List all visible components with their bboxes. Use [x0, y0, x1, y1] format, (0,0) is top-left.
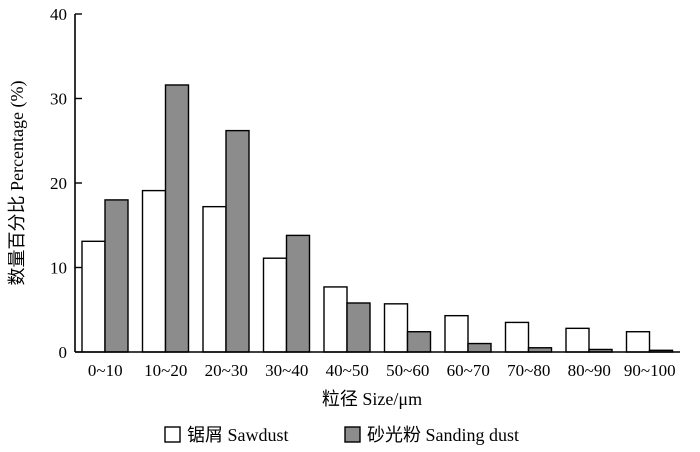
bar-group [81, 84, 674, 353]
y-tick-label: 0 [59, 343, 68, 362]
y-tick-label: 10 [50, 259, 67, 278]
legend: 锯屑 Sawdust 砂光粉 Sanding dust [164, 425, 519, 445]
y-tick-label: 20 [50, 174, 67, 193]
bar-sawdust-0 [81, 240, 106, 353]
legend-label-sanding-dust: 砂光粉 Sanding dust [367, 425, 519, 445]
x-tick-label: 70~80 [507, 361, 550, 380]
x-tick-label: 20~30 [205, 361, 248, 380]
y-tick-label: 30 [50, 90, 67, 109]
x-tick-label: 60~70 [447, 361, 490, 380]
bar-sanding-dust-3 [285, 234, 311, 353]
x-tick-label: 80~90 [568, 361, 611, 380]
legend-swatch-sanding-dust [344, 426, 361, 443]
bar-sanding-dust-1 [164, 84, 190, 353]
bar-sawdust-7 [504, 321, 530, 353]
bar-sawdust-9 [625, 331, 651, 353]
bar-sanding-dust-5 [406, 331, 432, 353]
x-tick-label: 90~100 [624, 361, 676, 380]
bar-sawdust-4 [323, 286, 348, 353]
bar-sanding-dust-6 [467, 342, 492, 353]
x-tick-label: 30~40 [265, 361, 308, 380]
bar-sanding-dust-0 [104, 199, 129, 353]
x-axis-title: 粒径 Size/μm [322, 389, 422, 409]
legend-swatch-sawdust [164, 426, 181, 443]
bar-sanding-dust-2 [225, 129, 250, 353]
y-tick-label: 40 [50, 5, 67, 24]
x-tick-label: 50~60 [386, 361, 429, 380]
x-tick-label: 40~50 [326, 361, 369, 380]
bar-sawdust-5 [383, 303, 409, 353]
x-tick-label: 10~20 [144, 361, 187, 380]
bar-sawdust-8 [565, 327, 590, 353]
legend-label-sawdust: 锯屑 Sawdust [187, 425, 289, 445]
bar-sawdust-1 [141, 189, 167, 353]
y-axis-title: 数量百分比 Percentage (%) [7, 81, 28, 286]
bar-sawdust-3 [262, 257, 288, 353]
bar-sanding-dust-4 [346, 302, 371, 353]
y-ticks: 0 10 20 30 40 [50, 5, 82, 362]
x-tick-label: 0~10 [88, 361, 123, 380]
bar-sawdust-6 [444, 314, 469, 353]
bar-sawdust-2 [202, 205, 227, 353]
x-ticks: 0~10 10~20 20~30 30~40 40~50 50~60 60~70 70~80 8… [88, 361, 676, 380]
